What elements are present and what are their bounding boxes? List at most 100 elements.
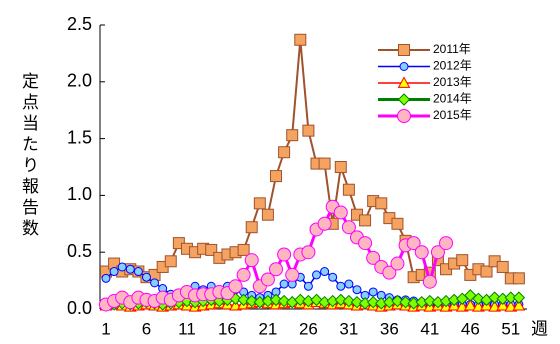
marker [133,267,143,277]
marker [480,265,493,278]
x-tick-label: 16 [218,319,237,338]
marker [277,247,292,262]
marker [366,250,381,265]
marker [245,221,258,234]
marker [456,254,469,267]
marker [333,205,348,220]
marker [101,273,111,283]
marker [260,272,275,287]
marker [253,197,266,210]
marker [375,197,388,210]
x-tick-label: 21 [258,319,277,338]
marker [512,272,525,285]
marker [390,256,405,271]
x-tick-label: 31 [339,319,358,338]
marker [397,76,411,88]
marker [334,161,347,173]
y-tick-label: 1.0 [67,184,92,204]
marker [359,214,372,227]
marker [366,295,380,309]
marker [342,294,356,308]
marker [488,291,501,304]
marker [164,255,177,268]
x-tick-label: 6 [142,319,151,338]
legend-label: 2013年 [433,75,472,89]
marker [504,291,518,304]
legend: 2011年 2012年 2013年 2014年 2015年 [378,42,472,123]
marker [228,279,243,294]
marker [382,265,397,280]
marker [352,285,362,295]
marker [279,279,289,289]
marker [229,299,242,311]
marker [496,299,510,311]
x-tick-label: 41 [420,319,439,338]
legend-label: 2011年 [433,42,471,56]
marker [397,93,411,106]
marker [397,109,411,123]
x-tick-label: 51 [501,319,520,338]
marker [414,245,429,260]
marker [430,245,445,260]
marker [406,236,421,251]
marker [237,243,250,256]
marker [205,243,218,256]
marker [391,294,404,308]
marker [336,281,346,291]
marker [302,124,315,137]
legend-label: 2014年 [433,92,472,106]
marker [512,291,526,304]
marker [237,293,250,307]
marker [125,264,135,274]
marker [117,262,127,272]
y-tick-label: 2.5 [67,14,92,34]
marker [269,293,283,307]
marker [277,294,291,308]
legend-label: 2012年 [433,59,472,73]
x-tick-label: 36 [380,319,399,338]
marker [398,44,410,56]
y-tick-label: 0.5 [67,241,92,261]
marker [318,157,331,170]
marker [422,274,437,289]
marker [285,267,300,282]
marker [358,236,373,251]
marker [141,272,151,282]
marker [236,267,251,282]
y-tick-label: 0.0 [67,298,92,318]
x-tick-label: 1 [101,319,110,338]
marker [278,146,291,159]
marker [504,300,518,312]
marker [439,236,454,251]
marker [488,300,501,312]
marker [399,295,412,309]
marker [109,267,119,277]
marker [344,279,354,289]
marker [472,300,485,312]
marker [472,292,485,305]
marker [350,295,364,309]
x-tick-label: 46 [461,319,480,338]
marker [317,216,332,231]
marker [496,260,509,273]
x-axis-unit: 週 [531,319,548,338]
x-tick-label: 26 [299,319,318,338]
marker [320,267,330,277]
marker [341,220,356,235]
marker [342,183,355,196]
marker [311,270,321,280]
marker [269,262,284,277]
y-tick-label: 2.0 [67,71,92,91]
marker [261,208,274,221]
legend-label: 2015年 [433,108,472,122]
y-axis-label: 定点当たり報告数 [18,72,38,240]
marker [301,245,316,260]
x-tick-label: 11 [178,319,196,338]
marker [423,294,437,308]
marker [455,300,469,312]
marker [391,217,404,230]
marker [286,129,299,142]
marker [244,253,259,268]
